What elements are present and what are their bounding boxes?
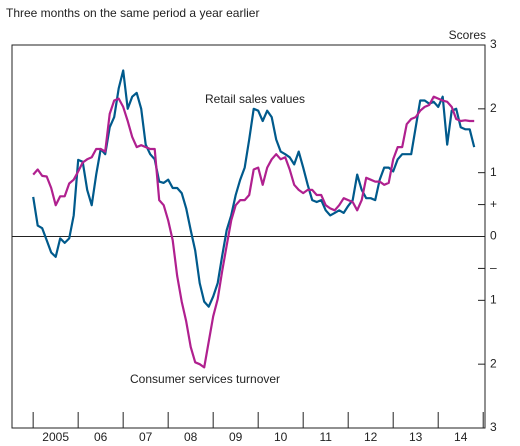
x-tick-label: 11 (319, 430, 332, 444)
y-tick-label: 2 (490, 356, 497, 370)
y-tick-label: 3 (490, 420, 497, 434)
y-tick-label: + (490, 197, 497, 211)
x-tick-label: 13 (409, 430, 423, 444)
series-line (32, 95, 475, 369)
y-tick-label: 1 (490, 165, 497, 179)
annotation: Retail sales values (205, 92, 305, 106)
x-tick-label: 10 (274, 430, 288, 444)
annotation: Consumer services turnover (130, 372, 280, 386)
y-tick-label: 0 (490, 229, 497, 243)
x-tick-label: 14 (454, 430, 468, 444)
y-axis-label: Scores (449, 28, 486, 42)
y-tick-label: 3 (490, 37, 497, 51)
y-tick-label: – (490, 261, 497, 275)
x-tick-label: 06 (94, 430, 108, 444)
x-tick-label: 12 (364, 430, 378, 444)
chart-subtitle: Three months on the same period a year e… (6, 6, 259, 20)
x-tick-label: 07 (139, 430, 153, 444)
x-tick-label: 08 (184, 430, 198, 444)
y-tick-label: 1 (490, 293, 497, 307)
x-tick-label: 09 (229, 430, 243, 444)
x-tick-label: 2005 (42, 430, 69, 444)
y-tick-label: 2 (490, 101, 497, 115)
